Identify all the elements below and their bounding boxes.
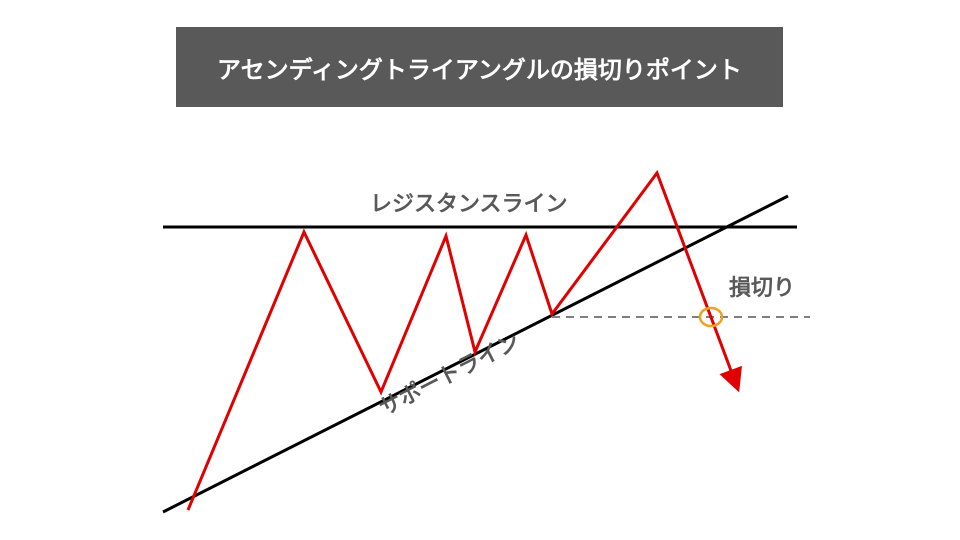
stop-loss-label: 損切り — [729, 276, 796, 301]
stop-loss-marker — [698, 306, 724, 328]
price-zigzag-line — [186, 169, 742, 511]
title-text: アセンディングトライアングルの損切りポイント — [217, 55, 742, 84]
resistance-label: レジスタンスライン — [370, 192, 568, 217]
title-banner: アセンディングトライアングルの損切りポイント — [176, 27, 783, 107]
